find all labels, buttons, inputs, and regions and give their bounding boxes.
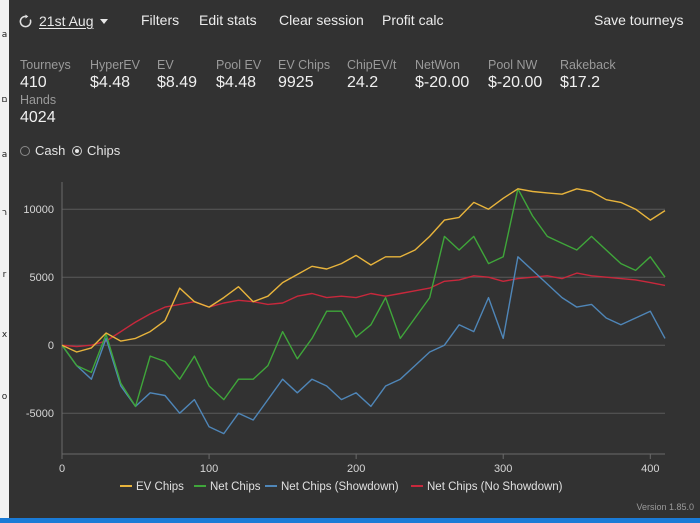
stat-label: EV (157, 58, 174, 72)
taskbar-edge (0, 518, 700, 523)
stat-label: Rakeback (560, 58, 616, 72)
save-tourneys-button[interactable]: Save tourneys (594, 12, 684, 28)
stat-label: ChipEV/t (347, 58, 397, 72)
stat-hands: Hands 4024 (20, 93, 56, 128)
y-tick-label: 0 (48, 340, 54, 352)
chips-line-chart: -5000 0 5000 10000 0 100 200 300 400 EV Chips Net … (23, 182, 666, 493)
stat-label: NetWon (415, 58, 460, 72)
profit-calc-button[interactable]: Profit calc (382, 12, 444, 28)
y-tick-label: 10000 (23, 204, 54, 216)
stat-label: Pool NW (488, 58, 538, 72)
stat-rakeback: Rakeback $17.2 (560, 58, 616, 93)
y-tick-label: -5000 (26, 408, 54, 420)
series-line-net-chips-showdown (61, 256, 666, 435)
stat-value: $4.48 (90, 74, 131, 91)
stat-value: $17.2 (560, 74, 601, 91)
stat-ev-chips: EV Chips 9925 (278, 58, 330, 93)
date-label: 21st Aug (39, 13, 94, 29)
x-tick-label: 200 (347, 463, 365, 475)
mode-label: Chips (87, 143, 121, 158)
version-label: Version 1.85.0 (636, 502, 694, 512)
y-tick-label: 5000 (30, 272, 54, 284)
x-tick-label: 100 (200, 463, 218, 475)
stat-label: EV Chips (278, 58, 331, 72)
radio-unselected-icon (20, 145, 30, 156)
stat-chipev-per-tourney: ChipEV/t 24.2 (347, 58, 396, 93)
stat-hyperev: HyperEV $4.48 (90, 58, 140, 93)
legend-label: EV Chips (136, 481, 184, 493)
stat-label: HyperEV (90, 58, 141, 72)
date-selector[interactable]: 21st Aug (18, 11, 108, 31)
stat-label: Pool EV (216, 58, 262, 72)
x-tick-label: 300 (494, 463, 512, 475)
refresh-icon (19, 13, 32, 27)
stat-pool-nw: Pool NW $-20.00 (488, 58, 542, 93)
legend-label: Net Chips (No Showdown) (427, 481, 563, 493)
x-tick-label: 400 (641, 463, 659, 475)
left-window-edge: a ם a ר r x o (0, 0, 9, 523)
stat-label: Tourneys (20, 58, 71, 72)
series-line-net-chips (61, 188, 666, 408)
filters-button[interactable]: Filters (141, 12, 180, 28)
x-tick-label: 0 (59, 463, 65, 475)
stat-netwon: NetWon $-20.00 (415, 58, 469, 93)
mode-label: Cash (35, 143, 66, 158)
stat-value: 4024 (20, 109, 56, 126)
chevron-down-icon (99, 18, 108, 24)
radio-selected-icon (72, 145, 82, 156)
mode-radio-cash[interactable]: Cash (20, 143, 65, 158)
stat-value: 9925 (278, 74, 314, 91)
stat-label: Hands (20, 93, 57, 107)
stat-value: $4.48 (216, 74, 257, 91)
clear-session-button[interactable]: Clear session (279, 12, 364, 28)
stat-pool-ev: Pool EV $4.48 (216, 58, 261, 93)
stat-tourneys: Tourneys 410 (20, 58, 71, 93)
stat-value: $8.49 (157, 74, 198, 91)
series-line-ev-chips (61, 188, 666, 353)
app-panel: 21st Aug Filters Edit stats Clear sessio… (9, 0, 700, 518)
legend-label: Net Chips (210, 481, 261, 493)
edit-stats-button[interactable]: Edit stats (199, 12, 257, 28)
legend-label: Net Chips (Showdown) (281, 481, 399, 493)
stat-value: $-20.00 (488, 74, 543, 91)
top-toolbar: 21st Aug Filters Edit stats Clear sessio… (9, 0, 700, 42)
stat-value: $-20.00 (415, 74, 470, 91)
stat-value: 24.2 (347, 74, 379, 91)
mode-radio-chips[interactable]: Chips (72, 143, 120, 158)
series-line-net-chips-no-showdown (61, 272, 666, 348)
stat-ev: EV $8.49 (157, 58, 197, 93)
stat-value: 410 (20, 74, 47, 91)
